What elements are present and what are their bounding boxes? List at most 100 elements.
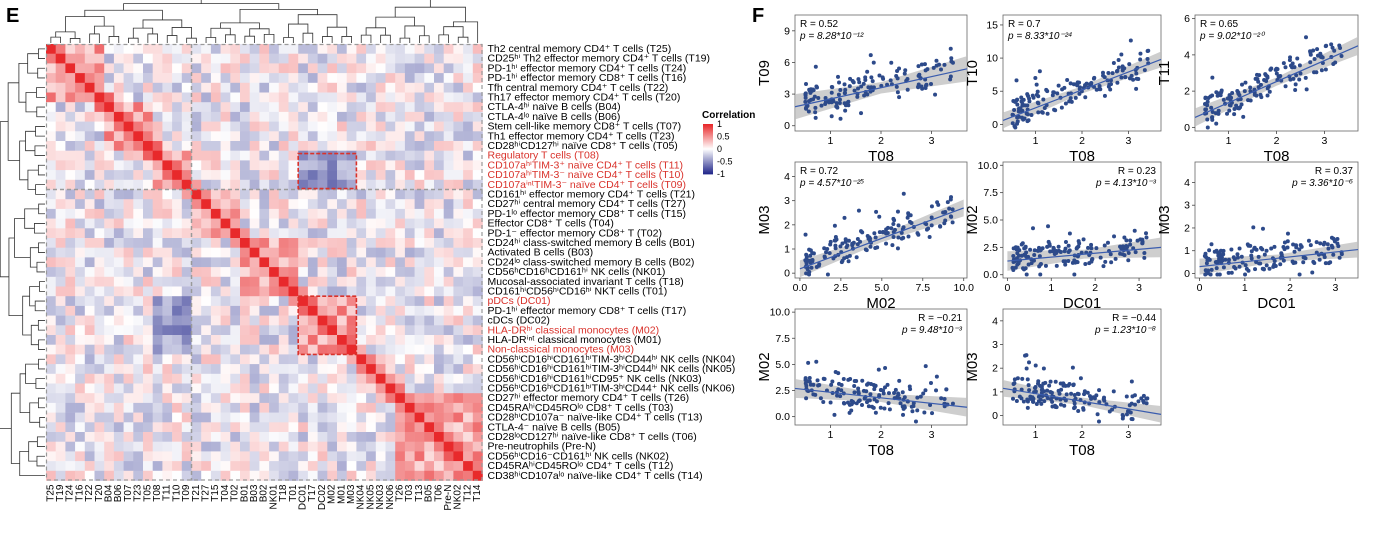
data-point [1086,245,1091,250]
data-point [1040,110,1045,115]
data-point [848,377,853,382]
y-tick-label: 5 [992,86,998,98]
heatmap-cell [143,257,153,268]
heatmap-cell [113,189,124,200]
data-point [1308,52,1313,57]
heatmap-cell [463,238,474,248]
heatmap-cell [113,267,124,278]
data-point [813,115,818,120]
data-point [909,404,914,409]
heatmap-cell [424,53,435,64]
heatmap-cell [210,73,221,84]
heatmap-cell [240,199,250,210]
data-point [942,62,947,67]
data-point [1279,251,1284,256]
heatmap-cell [75,257,86,268]
heatmap-cell [201,451,212,462]
data-point [892,227,897,232]
heatmap-cell [404,286,415,297]
heatmap-cell [424,228,435,239]
heatmap-cell [259,383,270,394]
heatmap-cell [404,228,415,239]
heatmap-cell [472,422,483,433]
data-point [1015,119,1020,124]
heatmap-cell [143,160,153,171]
heatmap-cell [259,296,270,307]
heatmap-cell [152,267,163,278]
heatmap-cell [162,82,173,93]
heatmap-cell [191,82,202,93]
heatmap-cell [46,111,56,122]
data-point [1335,241,1340,246]
heatmap-cell [404,102,415,113]
data-point [1045,396,1050,401]
heatmap-cell [46,432,56,442]
heatmap-cell [385,461,396,472]
legend-swatch [703,149,713,151]
heatmap-cell [65,335,76,345]
data-point [885,225,890,230]
heatmap-cell [356,189,367,200]
heatmap-cell [75,354,86,365]
heatmap-cell [472,121,483,132]
heatmap-cell [327,373,338,384]
heatmap-cell [356,247,367,258]
heatmap-cell [143,383,153,394]
data-point [1323,67,1328,72]
heatmap-cell [104,218,115,229]
data-point [1075,260,1080,265]
heatmap-cell [240,257,250,268]
data-point [1293,88,1298,93]
heatmap-cell [443,121,454,132]
legend-swatch [703,160,713,162]
heatmap-cell [210,393,221,404]
heatmap-cell [288,199,299,210]
heatmap-cell [259,121,270,132]
heatmap-cell [337,44,347,54]
data-point [819,103,824,108]
heatmap-cell [104,208,115,219]
heatmap-cell [463,141,474,151]
heatmap-cell [143,238,153,248]
data-point [884,241,889,246]
data-point [1043,263,1048,268]
heatmap-cell [269,121,280,132]
heatmap-cell [46,325,56,336]
heatmap-cell [463,451,474,462]
col-label: T15 [210,484,221,502]
heatmap-cell [366,393,377,404]
heatmap-cell [424,121,435,132]
data-point [1131,77,1136,82]
heatmap-cell [375,199,386,210]
heatmap-cell [434,441,444,452]
heatmap-cell [424,315,435,326]
heatmap-cell [463,92,474,103]
heatmap-cell [443,92,454,103]
heatmap-cell [104,267,115,278]
heatmap-row-labels: Th2 central memory CD4⁺ T cells (T25)CD2… [488,43,736,482]
data-point [1036,394,1041,399]
dendrogram-branch [25,363,39,384]
heatmap-cell [327,412,338,423]
heatmap-cell [46,296,56,307]
heatmap-cell [201,208,212,219]
heatmap-cell [424,432,435,442]
heatmap-cell [259,276,270,287]
heatmap-cell [366,470,377,481]
heatmap-cell [366,199,377,210]
heatmap-cell [113,373,124,384]
row-label: CTLA-4ˡᵒ naïve B cells (B06) [488,111,621,123]
y-tick-label: 0 [1184,268,1190,280]
heatmap-cell [356,53,367,64]
heatmap-cell [366,179,377,190]
data-point [1116,58,1121,63]
heatmap-cell [259,344,270,355]
heatmap-cell [307,111,318,122]
heatmap-cell [375,393,386,404]
dendrogram-branch [24,208,39,229]
heatmap-cell [191,461,202,472]
heatmap-cell [113,451,124,462]
heatmap-cell [463,402,474,413]
heatmap-cell [104,422,115,433]
data-point [950,401,955,406]
